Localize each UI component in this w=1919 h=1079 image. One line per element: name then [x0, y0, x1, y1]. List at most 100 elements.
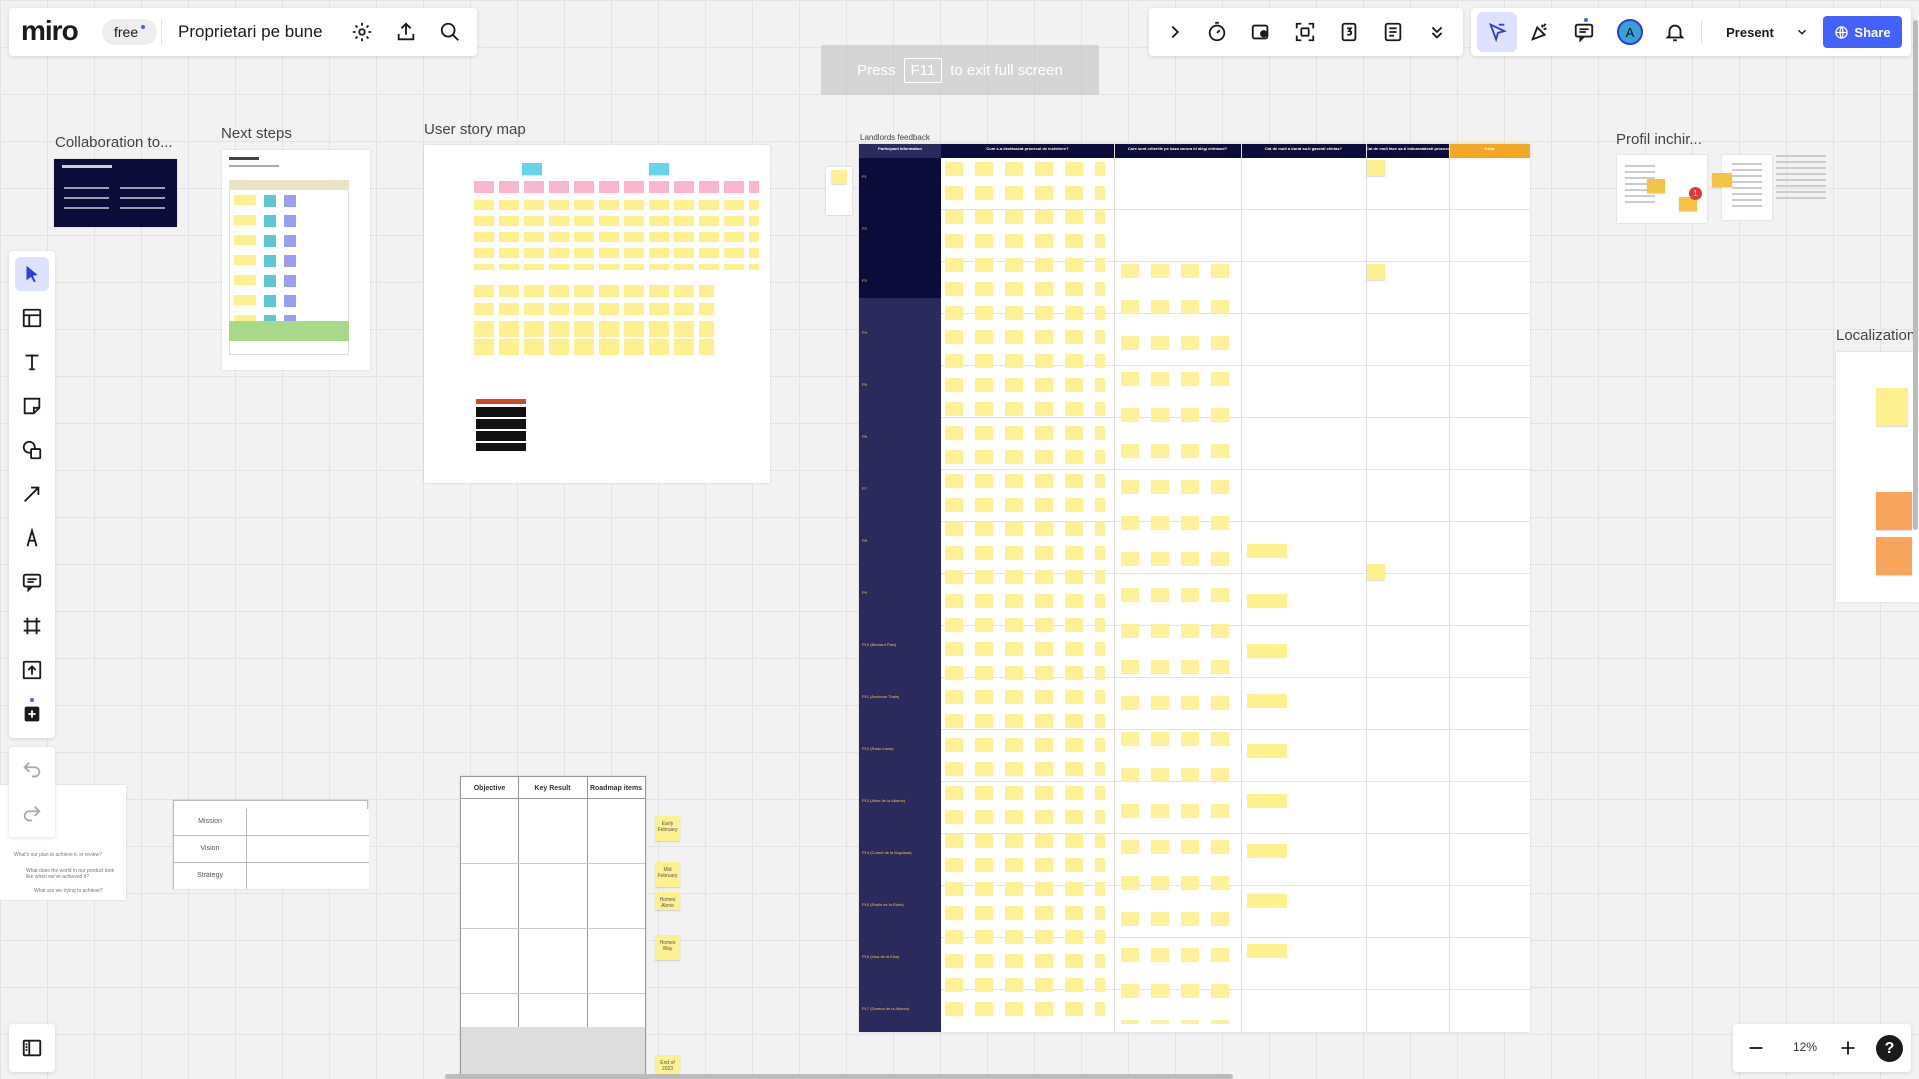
- okr-sticky-1[interactable]: Early February: [655, 816, 680, 841]
- vertical-scrollbar[interactable]: [1913, 20, 1918, 530]
- more-tools-button[interactable]: [1420, 15, 1454, 49]
- timer-button[interactable]: [1200, 15, 1234, 49]
- plan-badge-dot: [141, 25, 146, 29]
- okr-sticky-5[interactable]: End of 2023: [655, 1055, 680, 1077]
- undo-redo-panel: [9, 747, 55, 837]
- zoom-out-button[interactable]: [1739, 1031, 1773, 1065]
- frame-label-collaboration[interactable]: Collaboration to...: [55, 134, 173, 151]
- horizontal-scrollbar[interactable]: [445, 1074, 1233, 1079]
- more-apps-tool[interactable]: [15, 697, 49, 731]
- mission-table[interactable]: Mission Vision Strategy: [173, 800, 369, 889]
- comment-tool[interactable]: [15, 565, 49, 599]
- frame-label-user-story-map[interactable]: User story map: [424, 121, 526, 138]
- frame-label-localization[interactable]: Localization: [1836, 327, 1916, 344]
- okr-sticky-2[interactable]: Mid February: [655, 862, 680, 887]
- more-apps-dot: [30, 698, 34, 702]
- templates-tool[interactable]: [15, 301, 49, 335]
- notes-button[interactable]: [1376, 15, 1410, 49]
- celebrate-icon: [1531, 23, 1547, 41]
- landlords-feedback-table[interactable]: Participant Information Cum s-a desfasura…: [859, 144, 1530, 1032]
- frame-label-next-steps[interactable]: Next steps: [221, 125, 292, 142]
- comment-icon: [1574, 23, 1594, 43]
- redo-icon: [23, 806, 41, 822]
- top-tools-panel: [1149, 8, 1463, 56]
- okr-sticky-3[interactable]: Homes Alone: [655, 892, 680, 910]
- share-button[interactable]: Share: [1823, 16, 1902, 48]
- feedback-header-5: Extra: [1484, 147, 1495, 151]
- present-button[interactable]: Present: [1711, 17, 1789, 47]
- okr-sticky-label: End of 2023: [660, 1060, 675, 1072]
- question-3: What are we trying to achieve?: [34, 888, 103, 894]
- plus-square-icon: [24, 706, 40, 722]
- export-button[interactable]: [389, 15, 423, 49]
- text-icon: [25, 354, 39, 371]
- bell-icon: [1665, 24, 1685, 42]
- plan-badge[interactable]: free: [102, 19, 158, 45]
- frame-tool[interactable]: [15, 609, 49, 643]
- frame-label-landlords-feedback[interactable]: Landlords feedback: [860, 133, 930, 142]
- feedback-header-1: Cum s-a desfasurat procesul de inchirier…: [986, 147, 1069, 151]
- counter-button[interactable]: [1332, 15, 1366, 49]
- shapes-tool[interactable]: [15, 433, 49, 467]
- chevron-right-icon: [1171, 25, 1180, 39]
- present-options-button[interactable]: [1789, 15, 1815, 49]
- feedback-row-label: P7: [862, 486, 867, 491]
- reactions-button[interactable]: [1523, 15, 1557, 49]
- okr-sticky-4[interactable]: Homes Way: [655, 935, 680, 960]
- upload-icon: [22, 660, 42, 680]
- frames-panel-toggle[interactable]: [9, 1024, 55, 1072]
- frame-profil-inchir[interactable]: 1: [1617, 155, 1707, 223]
- okr-table[interactable]: Objective Key Result Roadmap items: [460, 776, 646, 1079]
- shapes-icon: [22, 440, 42, 460]
- board-title[interactable]: Proprietari pe bune: [178, 22, 323, 41]
- pen-tool[interactable]: [15, 521, 49, 555]
- feedback-row-label: P11 (Ancirean Thais): [862, 694, 900, 699]
- frame-profil-extra[interactable]: [1712, 155, 1772, 220]
- gear-icon: [352, 22, 372, 42]
- frame-collaboration[interactable]: [54, 159, 177, 227]
- search-button[interactable]: [433, 15, 467, 49]
- feedback-row-label: P14 (Cornel de la Bogdana): [862, 850, 912, 855]
- upload-tool[interactable]: [15, 653, 49, 687]
- settings-button[interactable]: [345, 15, 379, 49]
- zoom-in-button[interactable]: [1831, 1031, 1865, 1065]
- cursor-icon: [26, 265, 38, 283]
- miro-logo[interactable]: miro: [21, 15, 79, 46]
- template-icon: [22, 308, 42, 328]
- comments-button[interactable]: [1567, 15, 1601, 49]
- frame-label-profil-inchir[interactable]: Profil inchir...: [1616, 131, 1702, 148]
- frame-user-story-map[interactable]: [424, 145, 770, 483]
- left-toolbar: [9, 251, 55, 738]
- cursor-follow-button[interactable]: [1477, 12, 1517, 52]
- question-1: What's our plan to achieve it, in review…: [14, 852, 102, 858]
- feedback-header-3: Cat de mult a durat sa-ti gasesti chiria…: [1265, 147, 1342, 151]
- sticky-note-tool[interactable]: [15, 389, 49, 423]
- search-icon: [440, 22, 459, 41]
- pen-icon: [26, 527, 38, 547]
- expand-tools-button[interactable]: [1158, 15, 1192, 49]
- number-3-icon: [1341, 22, 1357, 42]
- help-button[interactable]: ?: [1876, 1035, 1903, 1062]
- collaboration-panel: A Present Share: [1471, 8, 1911, 56]
- okr-sticky-label: Homes Way: [659, 940, 676, 952]
- connection-line-tool[interactable]: [15, 477, 49, 511]
- frame-next-steps[interactable]: [222, 150, 370, 370]
- undo-button[interactable]: [15, 753, 49, 787]
- select-tool[interactable]: [15, 257, 49, 291]
- focus-button[interactable]: [1288, 15, 1322, 49]
- frame-icon: [23, 617, 41, 635]
- small-note[interactable]: [826, 167, 852, 215]
- comment-icon: [22, 573, 42, 593]
- undo-icon: [23, 762, 41, 778]
- profil-text-block[interactable]: [1776, 155, 1826, 200]
- notifications-button[interactable]: [1658, 15, 1692, 49]
- frame-localization[interactable]: [1836, 352, 1919, 602]
- voting-button[interactable]: [1244, 15, 1278, 49]
- notes-icon: [1384, 22, 1402, 42]
- user-avatar[interactable]: A: [1617, 19, 1643, 45]
- okr-sticky-label: Early February: [657, 821, 678, 833]
- text-tool[interactable]: [15, 345, 49, 379]
- zoom-level[interactable]: 12%: [1792, 1040, 1818, 1054]
- minus-icon: [1749, 1047, 1763, 1049]
- redo-button[interactable]: [15, 797, 49, 831]
